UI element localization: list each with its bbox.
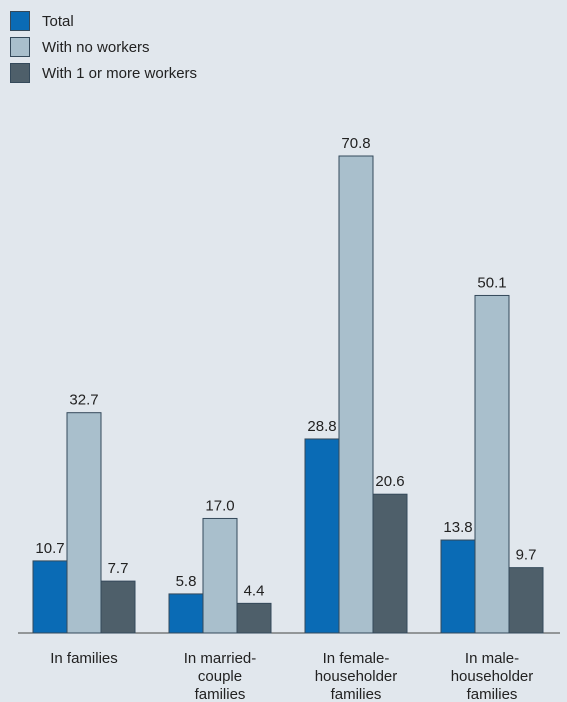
bar-total-2: [304, 438, 340, 634]
bar-no-workers-2: [338, 155, 374, 634]
category-label-line: In families: [50, 650, 118, 667]
legend-label-no-workers: With no workers: [42, 38, 150, 56]
bar-total-0: [32, 560, 68, 634]
data-label-no-workers-1: 17.0: [205, 497, 234, 514]
bar-workers-0: [100, 580, 136, 634]
category-label-line: In female-: [323, 650, 390, 667]
data-label-no-workers-0: 32.7: [69, 392, 98, 409]
category-label-line: In male-: [465, 650, 519, 667]
bar-no-workers-0: [66, 412, 102, 634]
category-label-line: families: [195, 686, 246, 702]
category-label-2: In female-householder families: [315, 650, 398, 702]
category-label-3: In male-householder families: [451, 650, 534, 702]
bar-no-workers-3: [474, 294, 510, 634]
legend-swatch-no-workers: [10, 37, 30, 57]
bar-workers-2: [372, 493, 408, 634]
data-label-no-workers-2: 70.8: [341, 135, 370, 152]
data-label-workers-3: 9.7: [516, 547, 537, 564]
data-label-workers-0: 7.7: [108, 560, 129, 577]
data-label-total-3: 13.8: [443, 519, 472, 536]
data-label-workers-1: 4.4: [244, 582, 265, 599]
category-label-line: couple: [198, 668, 242, 685]
category-label-line: families: [331, 686, 382, 702]
data-label-workers-2: 20.6: [375, 473, 404, 490]
category-label-1: In married-couple families: [184, 650, 257, 702]
legend-item-no-workers: With no workers: [10, 34, 197, 60]
data-label-total-1: 5.8: [176, 573, 197, 590]
category-label-line: In married-: [184, 650, 257, 667]
legend-label-total: Total: [42, 12, 74, 30]
category-label-line: families: [467, 686, 518, 702]
category-label-line: householder: [315, 668, 398, 685]
data-label-no-workers-3: 50.1: [477, 274, 506, 291]
legend: Total With no workers With 1 or more wor…: [10, 8, 197, 86]
data-label-total-0: 10.7: [35, 540, 64, 557]
bar-no-workers-1: [202, 517, 238, 634]
category-label-0: In families: [50, 650, 118, 667]
category-label-line: householder: [451, 668, 534, 685]
bar-total-1: [168, 593, 204, 634]
data-label-total-2: 28.8: [307, 418, 336, 435]
legend-swatch-total: [10, 11, 30, 31]
bar-total-3: [440, 539, 476, 634]
legend-item-total: Total: [10, 8, 197, 34]
legend-label-workers: With 1 or more workers: [42, 64, 198, 82]
legend-item-workers: With 1 or more workers: [10, 60, 197, 86]
legend-swatch-workers: [10, 63, 30, 83]
bar-workers-1: [236, 602, 272, 634]
bar-workers-3: [508, 567, 544, 634]
